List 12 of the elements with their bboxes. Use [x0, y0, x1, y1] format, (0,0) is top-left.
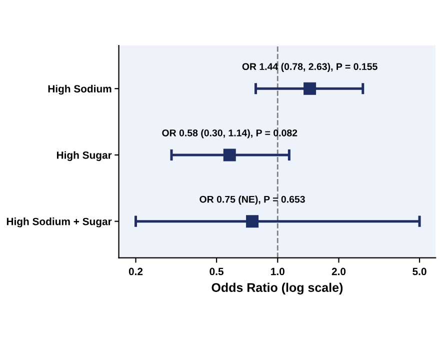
y-tick-label: High Sugar: [56, 151, 112, 161]
annotation: OR 1.44 (0.78, 2.63), P = 0.155: [242, 62, 378, 72]
y-tick-label: High Sodium + Sugar: [6, 218, 112, 228]
y-tick-label: High Sodium: [48, 84, 112, 95]
x-tick-label: 1.0: [271, 268, 284, 276]
annotation: OR 0.75 (NE), P = 0.653: [200, 196, 305, 205]
x-axis-title: Odds Ratio (log scale): [212, 282, 343, 294]
annotation: OR 0.58 (0.30, 1.14), P = 0.082: [162, 129, 298, 138]
x-tick-label: 0.2: [128, 268, 143, 276]
x-tick-label: 0.5: [210, 268, 224, 276]
x-tick-label: 5.0: [412, 268, 426, 276]
x-tick-label: 2.0: [332, 268, 346, 276]
